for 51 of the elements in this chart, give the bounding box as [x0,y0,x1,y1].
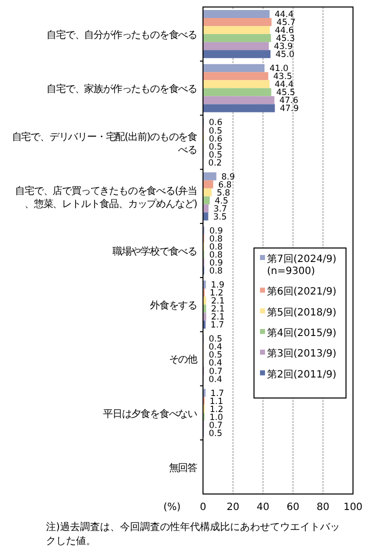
text: 注)過去調査は、今回調査の性年代構成比にあわせてウエイトバックした値。 [46,521,340,547]
y-tick-label: 無回答 [168,462,198,474]
data-label: 1.1 [210,396,224,407]
y-tick-label: その他 [168,354,198,366]
x-tick-label: 100 [343,502,363,513]
data-label: 4.5 [214,196,228,206]
x-tick-label: 80 [316,502,330,513]
data-label: 8.9 [221,172,235,182]
data-label: 0.2 [208,158,222,168]
data-label: 0.5 [208,126,222,136]
legend-label: 第3回(2013/9) [267,348,336,360]
data-label: 0.9 [209,226,223,236]
legend-label: 第7回(2024/9) (n=9300) [267,253,336,277]
legend-label: 第5回(2018/9) [267,306,336,318]
data-label: 3.7 [214,204,228,214]
data-label: 1.0 [210,412,224,423]
y-tick-label: 外食をする [150,300,197,312]
data-label: 0.6 [208,118,222,128]
x-tick-label: 0 [200,502,206,513]
y-tick-label: 自宅で、デリバリー・宅配(出前)のものを食べる [12,130,198,156]
data-label: 1.2 [210,404,224,415]
data-label: 0.8 [209,266,223,277]
data-label: 0.8 [209,242,223,252]
data-label: 5.8 [216,188,230,198]
legend-label: 第4回(2015/9) [267,327,336,339]
y-tick-label: 職場や学校で食べる [112,246,197,258]
x-axis-title: (%) [163,502,181,513]
data-label: 45.0 [276,50,294,60]
data-label: 0.4 [208,374,222,385]
y-tick-label: 自宅で、自分が作ったものを食べる [46,29,197,42]
data-label: 0.8 [209,234,223,244]
data-label: 1.7 [210,320,224,331]
y-tick-label: 自宅で、家族が作ったものを食べる [46,83,197,96]
data-label: 1.7 [210,388,224,399]
data-label: 0.5 [208,150,222,160]
data-label: 0.7 [209,366,223,377]
data-label: 0.5 [208,428,222,439]
data-label: 0.6 [208,134,222,144]
y-tick-label: 自宅で、店で買ってきたものを食べる(弁当、惣菜、レトルト食品、カップめんなど) [15,184,198,210]
legend-label: 第2回(2011/9) [267,368,336,380]
y-tick-label: 平日は夕食を食べない [102,408,198,420]
data-label: 0.5 [208,142,222,152]
x-tick-label: 60 [286,502,300,513]
x-tick-label: 40 [256,502,270,513]
legend-label: 第6回(2021/9) [267,286,336,298]
x-tick-label: 20 [226,502,240,513]
data-label: 47.9 [280,104,299,114]
data-label: 3.5 [213,212,227,222]
data-label: 0.4 [208,358,222,369]
data-label: 6.8 [218,180,232,190]
data-label: 0.7 [209,420,223,431]
